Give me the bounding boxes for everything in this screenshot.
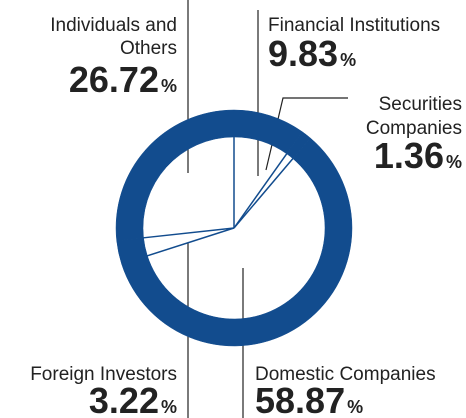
- donut-slice: [115, 109, 235, 242]
- value-number: 9.83: [268, 33, 338, 74]
- value-unit: %: [161, 76, 177, 96]
- value-number: 26.72: [69, 59, 159, 100]
- slice-divider: [233, 158, 294, 229]
- value-label: 1.36%: [374, 135, 462, 176]
- slice-label: Financial Institutions: [268, 15, 440, 36]
- slice-divider: [147, 227, 235, 257]
- value-unit: %: [161, 397, 177, 417]
- value-label: 3.22%: [89, 380, 177, 418]
- slice-label: Domestic Companies: [255, 364, 436, 385]
- value-label: 58.87%: [255, 380, 363, 418]
- value-number: 1.36: [374, 135, 444, 176]
- value-unit: %: [340, 50, 356, 70]
- donut-slice: [121, 137, 353, 347]
- slice-label: Others: [120, 38, 177, 59]
- slice-label: Securities: [379, 94, 462, 115]
- slice-divider: [143, 227, 235, 239]
- value-label: 9.83%: [268, 33, 356, 74]
- slice-label: Individuals and: [50, 15, 177, 36]
- value-unit: %: [446, 152, 462, 172]
- slice-label: Foreign Investors: [30, 364, 177, 385]
- slice-label: Companies: [366, 118, 462, 139]
- slice-divider: [233, 153, 288, 229]
- value-number: 3.22: [89, 380, 159, 418]
- value-unit: %: [347, 397, 363, 417]
- value-number: 58.87: [255, 380, 345, 418]
- value-label: 26.72%: [69, 59, 177, 100]
- leader-line: [265, 97, 348, 171]
